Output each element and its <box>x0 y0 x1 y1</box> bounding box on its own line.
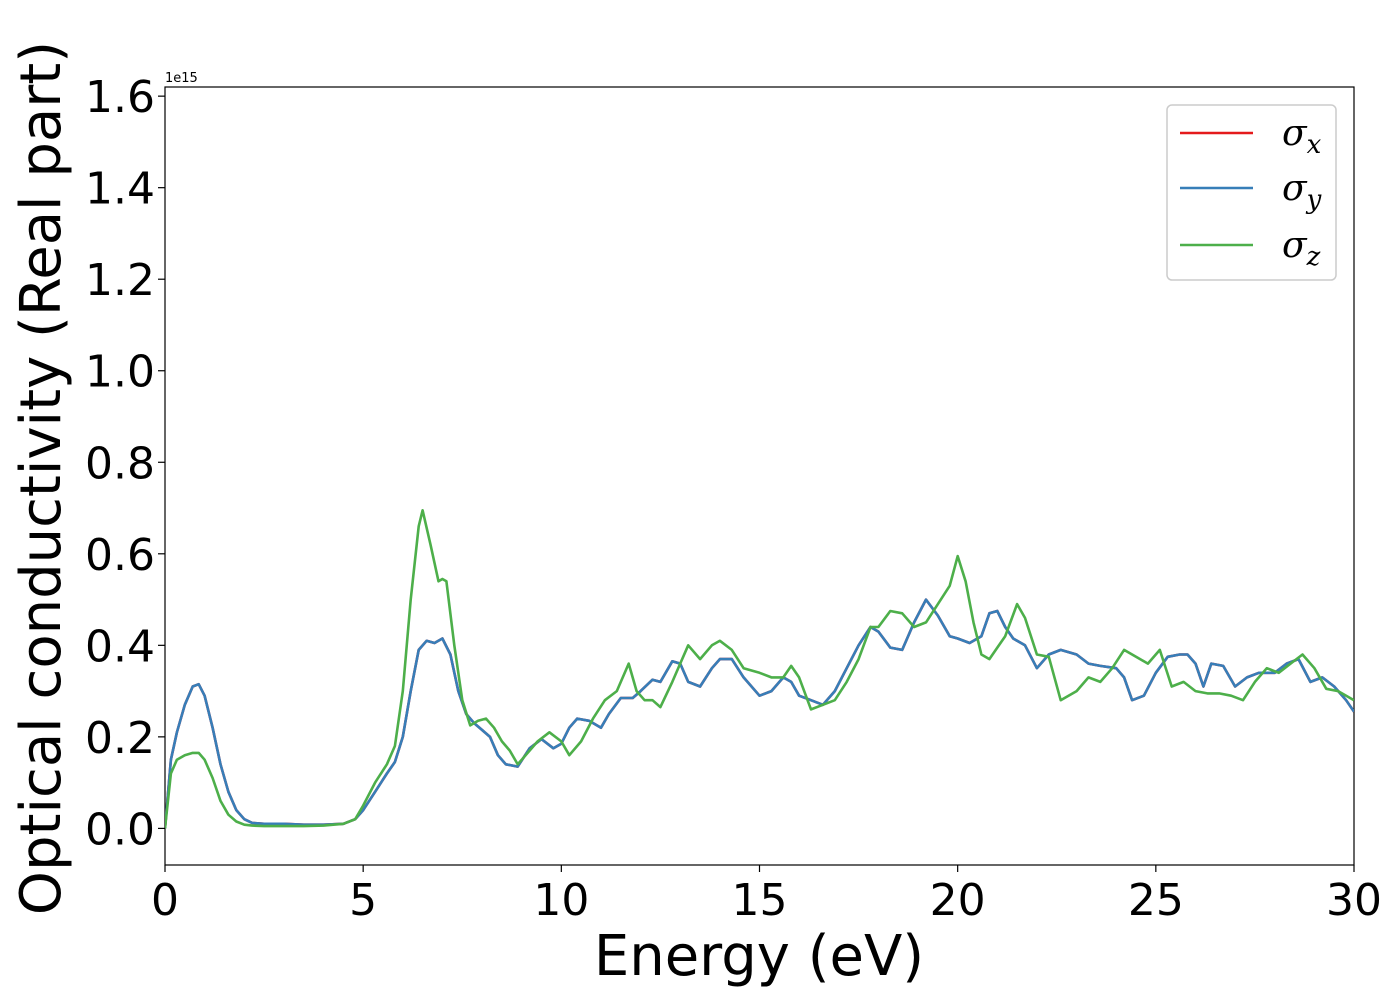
legend-label-y: σy <box>1282 168 1322 215</box>
y-tick-label: 1.4 <box>85 164 155 215</box>
legend-items: σx σy σz <box>1180 113 1322 272</box>
legend-label-x: σx <box>1282 113 1322 160</box>
y-tick-label: 1.6 <box>85 72 155 123</box>
y-axis-offset-text: 1e15 <box>165 71 198 86</box>
y-axis-ticks: 0.0 0.2 0.4 0.6 0.8 1.0 1.2 1.4 1.6 <box>85 72 165 855</box>
y-tick-label: 1.0 <box>85 347 155 398</box>
x-axis-ticks: 0 5 10 15 20 25 30 <box>151 865 1382 926</box>
series-line-z <box>165 509 1354 829</box>
y-tick-label: 0.6 <box>85 530 155 581</box>
x-tick-label: 15 <box>732 875 788 926</box>
legend: σx σy σz <box>1166 104 1337 281</box>
x-tick-label: 25 <box>1128 875 1184 926</box>
x-tick-label: 20 <box>930 875 986 926</box>
y-axis-label: Optical conductivity (Real part) <box>9 41 74 915</box>
y-tick-label: 1.2 <box>85 255 155 306</box>
x-tick-label: 5 <box>349 875 377 926</box>
x-tick-label: 0 <box>151 875 179 926</box>
x-axis-label: Energy (eV) <box>594 924 924 989</box>
x-tick-label: 30 <box>1326 875 1382 926</box>
series-line-x <box>165 598 1354 829</box>
series-line-y <box>165 598 1354 829</box>
y-tick-label: 0.8 <box>85 438 155 489</box>
series-layer <box>165 509 1354 829</box>
y-tick-label: 0.4 <box>85 621 155 672</box>
y-tick-label: 0.0 <box>85 804 155 855</box>
legend-frame <box>1166 104 1337 281</box>
legend-label-z: σz <box>1282 225 1321 272</box>
x-tick-label: 10 <box>533 875 589 926</box>
y-tick-label: 0.2 <box>85 713 155 764</box>
